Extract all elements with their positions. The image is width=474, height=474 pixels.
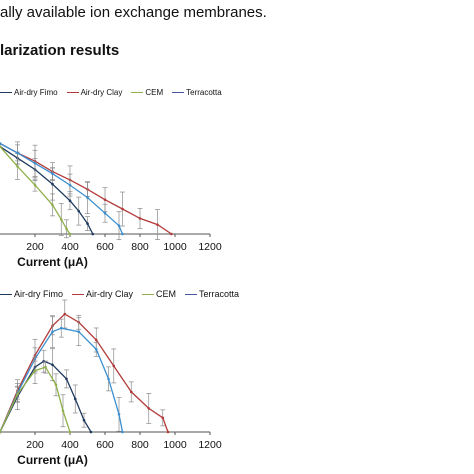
legend-entry: Terracotta [185, 289, 239, 299]
data-point [44, 365, 47, 369]
legend-label: Terracotta [199, 289, 240, 299]
legend-swatch [131, 92, 144, 93]
legend-entry: CEM [142, 289, 176, 299]
data-point [65, 377, 68, 381]
data-point [86, 196, 89, 199]
data-point [16, 165, 19, 168]
data-point [54, 383, 58, 387]
data-point [91, 232, 95, 236]
data-point [0, 145, 2, 148]
data-point [94, 348, 98, 351]
legend-entry: Air-dry Clay [66, 88, 123, 97]
legend-entry: CEM [131, 88, 163, 97]
legend-swatch [172, 92, 185, 93]
data-point [33, 161, 37, 165]
data-point [166, 430, 170, 434]
legend-entry: Air-dry Fimo [0, 88, 58, 97]
data-point [16, 151, 19, 155]
data-point [86, 222, 89, 225]
data-point [51, 330, 54, 333]
x-tick-label: 1200 [198, 439, 222, 451]
data-point [117, 413, 121, 416]
legend-label: CEM [145, 88, 164, 97]
data-point [77, 330, 81, 333]
x-axis-title: Current (μA) [17, 255, 88, 269]
data-point [51, 172, 54, 175]
legend-swatch [0, 293, 12, 295]
data-point [107, 377, 110, 381]
legend-label: Air-dry Fimo [14, 289, 63, 299]
legend-bottom: Air-dry Fimo Air-dry Clay CEM Terracotta [0, 289, 248, 299]
data-point [33, 369, 37, 372]
legend-label: Air-dry Clay [80, 88, 123, 97]
data-point [51, 203, 54, 207]
data-point [147, 407, 151, 410]
data-point [0, 142, 2, 145]
legend-swatch [0, 92, 12, 93]
data-point [51, 182, 54, 186]
x-tick-label: 200 [26, 241, 44, 253]
data-point [117, 224, 121, 227]
data-point [51, 363, 54, 367]
x-tick-label: 1000 [163, 439, 187, 451]
x-tick-label: 400 [61, 439, 79, 451]
x-tick-label: 600 [96, 241, 114, 253]
data-point [68, 430, 72, 434]
section-heading: larization results [0, 42, 120, 59]
data-point [121, 232, 124, 236]
data-point [121, 207, 124, 211]
data-point [77, 209, 81, 213]
legend-label: Terracotta [186, 88, 222, 97]
data-point [61, 409, 65, 413]
data-point [59, 218, 63, 221]
data-point [16, 392, 19, 396]
legend-entry: Terracotta [172, 88, 222, 97]
data-point [156, 223, 159, 226]
data-point [94, 338, 98, 342]
data-point [129, 390, 133, 394]
legend-label: Air-dry Fimo [14, 88, 58, 97]
legend-entry: Air-dry Clay [72, 289, 133, 299]
legend-entry: Air-dry Fimo [0, 289, 63, 299]
data-point [59, 326, 63, 330]
data-point [138, 217, 142, 220]
data-point [65, 227, 68, 231]
data-point [33, 183, 37, 187]
legend-label: CEM [156, 289, 177, 299]
x-tick-label: 600 [96, 439, 114, 451]
data-point [121, 430, 124, 434]
data-point [73, 397, 77, 401]
x-tick-label: 800 [131, 439, 149, 451]
data-point [89, 430, 93, 434]
x-axis-title: Current (μA) [17, 453, 88, 467]
data-point [103, 198, 107, 201]
data-point [68, 199, 72, 203]
x-tick-label: 800 [131, 241, 149, 253]
legend-swatch [66, 92, 79, 93]
intro-text: ally available ion exchange membranes. [0, 4, 267, 21]
data-point [0, 430, 2, 434]
legend-label: Air-dry Clay [86, 289, 134, 299]
x-tick-label: 200 [26, 439, 44, 451]
series-line [0, 313, 169, 433]
data-point [161, 416, 165, 420]
legend-swatch [72, 293, 84, 295]
series-line [0, 146, 94, 235]
legend-swatch [185, 293, 198, 295]
legend-swatch [142, 293, 155, 295]
data-point [103, 211, 107, 215]
x-tick-label: 400 [61, 241, 79, 253]
legend-top: Air-dry Fimo Air-dry Clay CEM Terracotta [0, 88, 231, 97]
data-point [112, 364, 116, 368]
x-tick-label: 1200 [198, 241, 222, 253]
data-point [82, 418, 86, 422]
polarization-chart: 200 400 600 800 1000 1200 Current (μA) [0, 141, 222, 269]
power-density-chart: 200 400 600 800 1000 1200 Current (μA) [0, 299, 222, 467]
data-point [68, 183, 72, 187]
data-point [68, 232, 72, 236]
series-line [0, 327, 124, 433]
data-point [63, 312, 67, 316]
x-tick-label: 1000 [163, 241, 187, 253]
data-point [170, 232, 173, 236]
